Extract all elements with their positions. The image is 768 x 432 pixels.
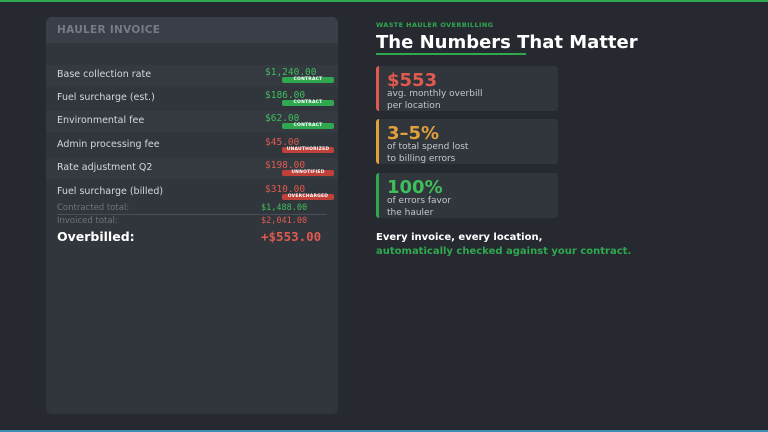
contracted-total-value: $1,488.00	[261, 203, 308, 213]
stat-description: avg. monthly overbill per location	[387, 89, 557, 112]
overbilled-label: Overbilled:	[57, 229, 135, 244]
invoice-card: HAULER INVOICE Base collection rate $1,2…	[46, 17, 338, 414]
title-underline	[376, 53, 526, 55]
stat-description: of errors favor the hauler	[387, 196, 557, 219]
eyebrow-label: WASTE HAULER OVERBILLING	[376, 21, 494, 29]
stat-desc-line: per location	[387, 100, 441, 111]
contract-badge: CONTRACT	[282, 100, 334, 106]
page-title: The Numbers That Matter	[376, 32, 638, 53]
stat-card-spend-lost: 3–5% of total spend lost to billing erro…	[376, 119, 558, 164]
line-item-label: Rate adjustment Q2	[57, 162, 153, 173]
stat-desc-line: to billing errors	[387, 153, 456, 164]
unauthorized-badge: UNAUTHORIZED	[282, 147, 334, 153]
line-item-label: Environmental fee	[57, 115, 145, 126]
stat-desc-line: of total spend lost	[387, 142, 469, 152]
line-item: Rate adjustment Q2 $198.00 UNNOTIFIED	[46, 158, 338, 179]
contracted-total-label: Contracted total:	[57, 203, 130, 213]
line-item: Fuel surcharge (billed) $310.00 OVERCHAR…	[46, 182, 338, 203]
bottom-accent-bar	[0, 430, 768, 432]
invoice-header: HAULER INVOICE	[46, 17, 338, 43]
contract-badge: CONTRACT	[282, 123, 334, 129]
line-item-label: Fuel surcharge (est.)	[57, 92, 155, 103]
totals-divider	[57, 214, 327, 215]
line-item-label: Admin processing fee	[57, 139, 160, 150]
line-item-amount: $310.00	[265, 184, 306, 195]
line-item: Fuel surcharge (est.) $186.00 CONTRACT	[46, 88, 338, 109]
line-item: Admin processing fee $45.00 UNAUTHORIZED	[46, 135, 338, 156]
stat-desc-line: avg. monthly overbill	[387, 89, 483, 99]
line-item-amount: $62.00	[265, 113, 300, 124]
stat-value: 3–5%	[387, 123, 440, 144]
line-item-amount: $45.00	[265, 137, 300, 148]
overcharged-badge: OVERCHARGED	[282, 194, 334, 200]
stat-card-overbill: $553 avg. monthly overbill per location	[376, 66, 558, 111]
line-item: Base collection rate $1,240.00 CONTRACT	[46, 65, 338, 86]
unnotified-badge: UNNOTIFIED	[282, 170, 334, 176]
line-item-amount: $1,240.00	[265, 67, 317, 78]
line-item-amount: $186.00	[265, 90, 306, 101]
invoiced-total-value: $2,041.00	[261, 216, 308, 226]
invoiced-total-label: Invoiced total:	[57, 216, 118, 226]
line-item: Environmental fee $62.00 CONTRACT	[46, 111, 338, 132]
line-item-label: Base collection rate	[57, 69, 152, 80]
line-item-amount: $198.00	[265, 160, 306, 171]
contract-badge: CONTRACT	[282, 77, 334, 83]
cta-line-2: automatically checked against your contr…	[376, 246, 632, 257]
stat-value: $553	[387, 70, 438, 91]
stat-desc-line: of errors favor	[387, 196, 452, 206]
stat-value: 100%	[387, 177, 443, 198]
cta-line-1: Every invoice, every location,	[376, 232, 543, 243]
stat-card-errors-favor: 100% of errors favor the hauler	[376, 173, 558, 218]
overbilled-value: +$553.00	[261, 229, 322, 244]
top-accent-bar	[0, 0, 768, 2]
line-item-label: Fuel surcharge (billed)	[57, 186, 164, 197]
stat-description: of total spend lost to billing errors	[387, 142, 557, 165]
stat-desc-line: the hauler	[387, 207, 434, 218]
